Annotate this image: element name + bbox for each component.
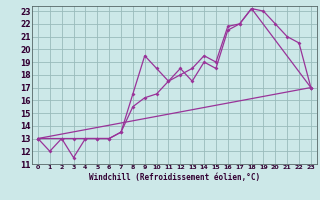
X-axis label: Windchill (Refroidissement éolien,°C): Windchill (Refroidissement éolien,°C) (89, 173, 260, 182)
